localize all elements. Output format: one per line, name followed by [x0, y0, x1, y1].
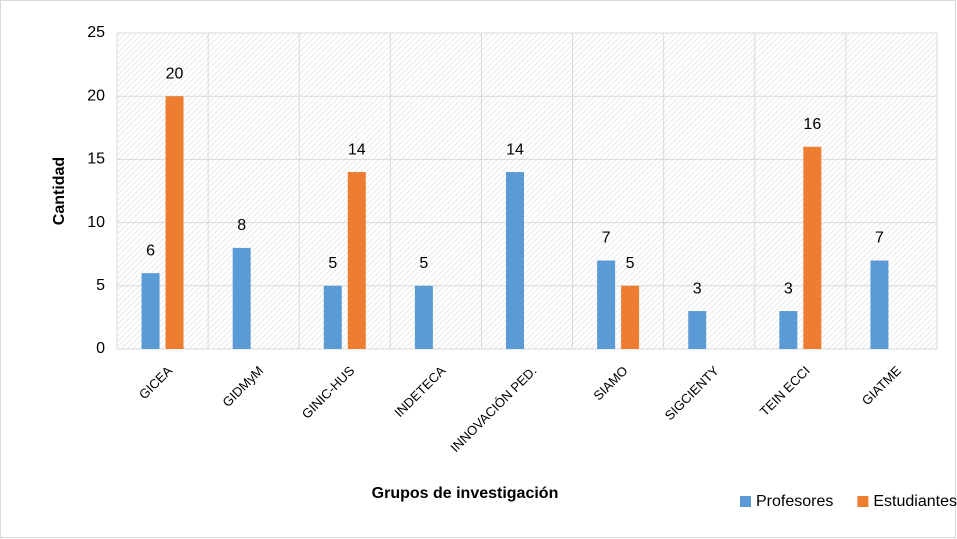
y-tick-label: 15 [87, 151, 105, 168]
data-label: 20 [166, 65, 184, 82]
bar [597, 260, 616, 349]
y-tick-label: 20 [87, 87, 105, 104]
legend-swatch [857, 496, 869, 507]
data-label: 5 [419, 255, 428, 272]
bar [414, 285, 433, 349]
data-label: 14 [506, 141, 524, 158]
data-label: 5 [328, 255, 337, 272]
data-label: 3 [784, 280, 793, 297]
plot-area [117, 33, 937, 349]
data-label: 7 [602, 230, 611, 247]
y-tick-label: 0 [96, 340, 105, 357]
data-label: 14 [348, 141, 366, 158]
y-tick-label: 25 [87, 24, 105, 41]
bar [323, 285, 342, 349]
y-axis-title: Cantidad [51, 157, 68, 225]
bar [506, 172, 524, 349]
y-tick-label: 5 [96, 277, 105, 294]
bar [621, 285, 640, 349]
bar [141, 273, 160, 349]
data-label: 6 [146, 242, 155, 259]
data-label: 16 [803, 116, 821, 133]
bar [870, 260, 889, 349]
data-label: 3 [693, 280, 702, 297]
legend-label: Estudiantes [873, 493, 957, 510]
data-label: 7 [875, 230, 884, 247]
y-tick-label: 10 [87, 214, 105, 231]
x-axis-title: Grupos de investigación [372, 485, 559, 502]
data-label: 5 [626, 255, 635, 272]
bar [347, 172, 366, 349]
data-label: 8 [237, 217, 246, 234]
legend-label: Profesores [756, 493, 833, 510]
bar [232, 247, 251, 349]
bar [779, 311, 798, 349]
bar [165, 96, 184, 349]
bar [688, 311, 707, 349]
bar [803, 146, 822, 349]
legend-swatch [740, 496, 751, 507]
